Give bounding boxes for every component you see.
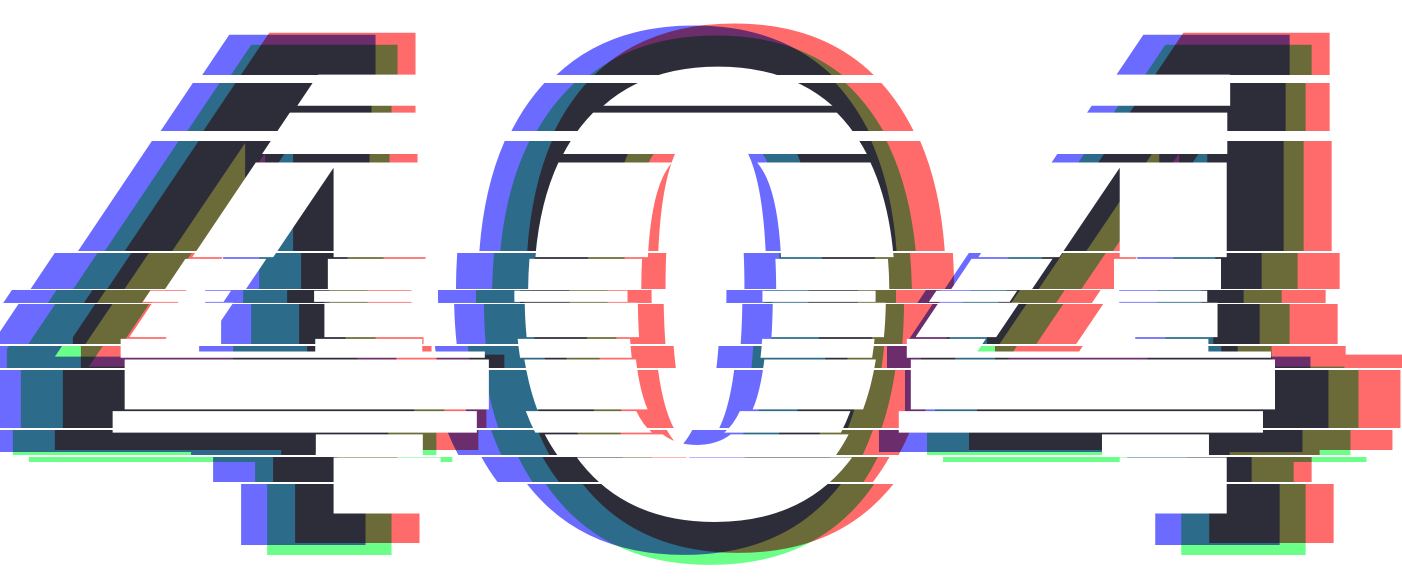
error-code-hollow-slice: 404	[86, 0, 1267, 585]
error-code-channel-red-slice: 404	[31, 0, 1402, 585]
error-code-channel-green-slice: 404	[0, 457, 1401, 482]
error-code-channel-blue-slice: 404	[0, 370, 1363, 428]
error-code-channel-blue-slice: 404	[0, 0, 1397, 75]
error-code-channel-red-slice: 404	[41, 0, 1402, 585]
error-code-channel-green-slice: 404	[1, 0, 1374, 585]
error-code-channel-red-slice: 404	[15, 0, 1388, 585]
error-code-channel-blue-slice: 404	[0, 83, 1393, 131]
error-code-channel-red-slice: 404	[35, 0, 1402, 585]
error-code-channel-blue-slice: 404	[0, 290, 1351, 303]
error-code-channel-red-slice: 404	[33, 0, 1402, 585]
error-code-channel-green-slice: 404	[9, 0, 1382, 585]
error-code-hollow-slice: 404	[112, 0, 1293, 585]
error-code-channel-red-slice: 404	[29, 0, 1402, 585]
error-code-channel-green-slice: 404	[0, 304, 1397, 344]
error-code-hollow-slice: 404	[115, 0, 1296, 585]
error-code-channel-green-slice: 404	[9, 0, 1382, 585]
error-code-channel-green-slice: 404	[15, 0, 1388, 585]
error-code-channel-blue-slice: 404	[0, 346, 1345, 368]
error-code-channel-blue-slice: 404	[0, 484, 1387, 585]
error-code-channel-blue-slice: 404	[0, 304, 1367, 344]
error-code-channel-red-slice: 404	[43, 0, 1402, 585]
error-code-channel-blue-slice: 404	[0, 141, 1391, 251]
error-code-hollow-slice: 404	[98, 0, 1279, 585]
error-code-hollow-slice: 404	[103, 0, 1284, 585]
error-code-channel-blue-slice: 404	[0, 253, 1369, 289]
error-code-channel-green-slice: 404	[0, 370, 1393, 428]
error-code-hollow-slice: 404	[112, 0, 1293, 585]
error-code-channel-green-slice: 404	[0, 290, 1389, 303]
error-code-channel-green-slice: 404	[7, 0, 1380, 585]
error-code-channel-blue-slice: 404	[0, 457, 1359, 482]
error-code-channel-green-slice: 404	[0, 346, 1379, 368]
error-code-channel-red-slice: 404	[37, 0, 1402, 585]
error-code-channel-green-slice: 404	[0, 430, 1385, 455]
error-code-hollow-slice: 404	[106, 0, 1287, 585]
error-code-hollow-slice: 404	[94, 0, 1275, 585]
error-code-hollow-slice: 404	[94, 0, 1275, 585]
error-code-hollow-slice: 404	[113, 0, 1294, 585]
error-code-channel-red-slice: 404	[49, 0, 1402, 585]
error-code-channel-red-slice: 404	[23, 0, 1396, 585]
error-code-channel-red-slice: 404	[33, 0, 1402, 585]
error-code-hollow-slice: 404	[92, 0, 1273, 585]
error-code-channel-blue-slice: 404	[0, 430, 1337, 455]
